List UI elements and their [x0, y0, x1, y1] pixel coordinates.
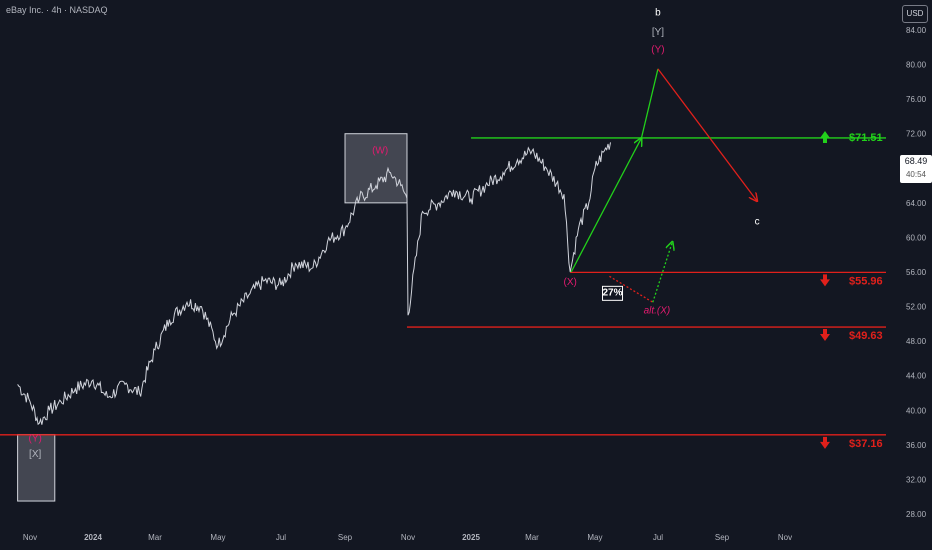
wave-zone-0 — [344, 133, 408, 204]
x-tick-label-0: Nov — [23, 533, 37, 542]
projection-path-3 — [609, 275, 654, 303]
y-tick-label-12: 76.00 — [906, 95, 927, 104]
y-tick-label-8: 60.00 — [906, 233, 927, 242]
level-label-1: $55.96 — [849, 275, 883, 287]
wave-label-6: alt.(X) — [644, 305, 671, 316]
bar-countdown: 40:54 — [905, 170, 927, 179]
projection-path-1 — [640, 68, 659, 139]
level-label-2: $49.63 — [849, 330, 883, 342]
wave-label-5: c — [755, 216, 760, 227]
probability-box — [602, 285, 624, 301]
y-tick-label-7: 56.00 — [906, 268, 927, 277]
wave-label-3: [Y] — [652, 27, 664, 38]
current-price-tag: 68.49 40:54 — [900, 155, 932, 183]
y-tick-label-9: 64.00 — [906, 199, 927, 208]
projection-path-2 — [657, 68, 757, 201]
chart-header-title: eBay Inc. · 4h · NASDAQ — [6, 5, 108, 15]
level-arrow-down-icon — [820, 329, 830, 342]
x-tick-label-7: 2025 — [462, 533, 480, 542]
wave-label-1: (X) — [563, 277, 576, 288]
level-label-0: $71.51 — [849, 132, 883, 144]
level-arrow-down-icon — [820, 274, 830, 287]
x-tick-label-8: Mar — [525, 533, 539, 542]
x-tick-label-5: Sep — [338, 533, 353, 542]
wave-label-9: 27% — [603, 287, 623, 298]
y-tick-label-0: 28.00 — [906, 510, 927, 519]
x-tick-label-10: Jul — [653, 533, 663, 542]
y-tick-label-1: 32.00 — [906, 475, 927, 484]
x-tick-label-4: Jul — [276, 533, 286, 542]
level-arrow-up-icon — [820, 130, 830, 143]
wave-zone-1 — [17, 433, 56, 502]
current-price-value: 68.49 — [904, 156, 928, 166]
x-tick-label-9: May — [587, 533, 602, 542]
wave-label-4: (Y) — [651, 44, 664, 55]
currency-button[interactable]: USD — [902, 5, 928, 23]
x-tick-label-6: Nov — [401, 533, 415, 542]
x-tick-label-2: Mar — [148, 533, 162, 542]
y-tick-label-3: 40.00 — [906, 406, 927, 415]
x-tick-label-12: Nov — [778, 533, 792, 542]
projection-path-4 — [652, 242, 673, 303]
y-tick-label-13: 80.00 — [906, 61, 927, 70]
y-tick-label-4: 44.00 — [906, 372, 927, 381]
wave-label-2: b — [655, 7, 661, 18]
y-tick-label-2: 36.00 — [906, 441, 927, 450]
projection-path-0 — [570, 138, 641, 273]
wave-label-0: (W) — [372, 146, 388, 157]
y-tick-label-11: 72.00 — [906, 130, 927, 139]
price-series-line — [17, 142, 611, 426]
y-tick-label-6: 52.00 — [906, 303, 927, 312]
x-tick-label-3: May — [210, 533, 225, 542]
x-tick-label-1: 2024 — [84, 533, 102, 542]
wave-label-7: (Y) — [28, 433, 41, 444]
x-tick-label-11: Sep — [715, 533, 730, 542]
level-arrow-down-icon — [820, 436, 830, 449]
y-tick-label-5: 48.00 — [906, 337, 927, 346]
wave-label-8: [X] — [29, 449, 41, 460]
level-label-3: $37.16 — [849, 438, 883, 450]
y-tick-label-14: 84.00 — [906, 26, 927, 35]
